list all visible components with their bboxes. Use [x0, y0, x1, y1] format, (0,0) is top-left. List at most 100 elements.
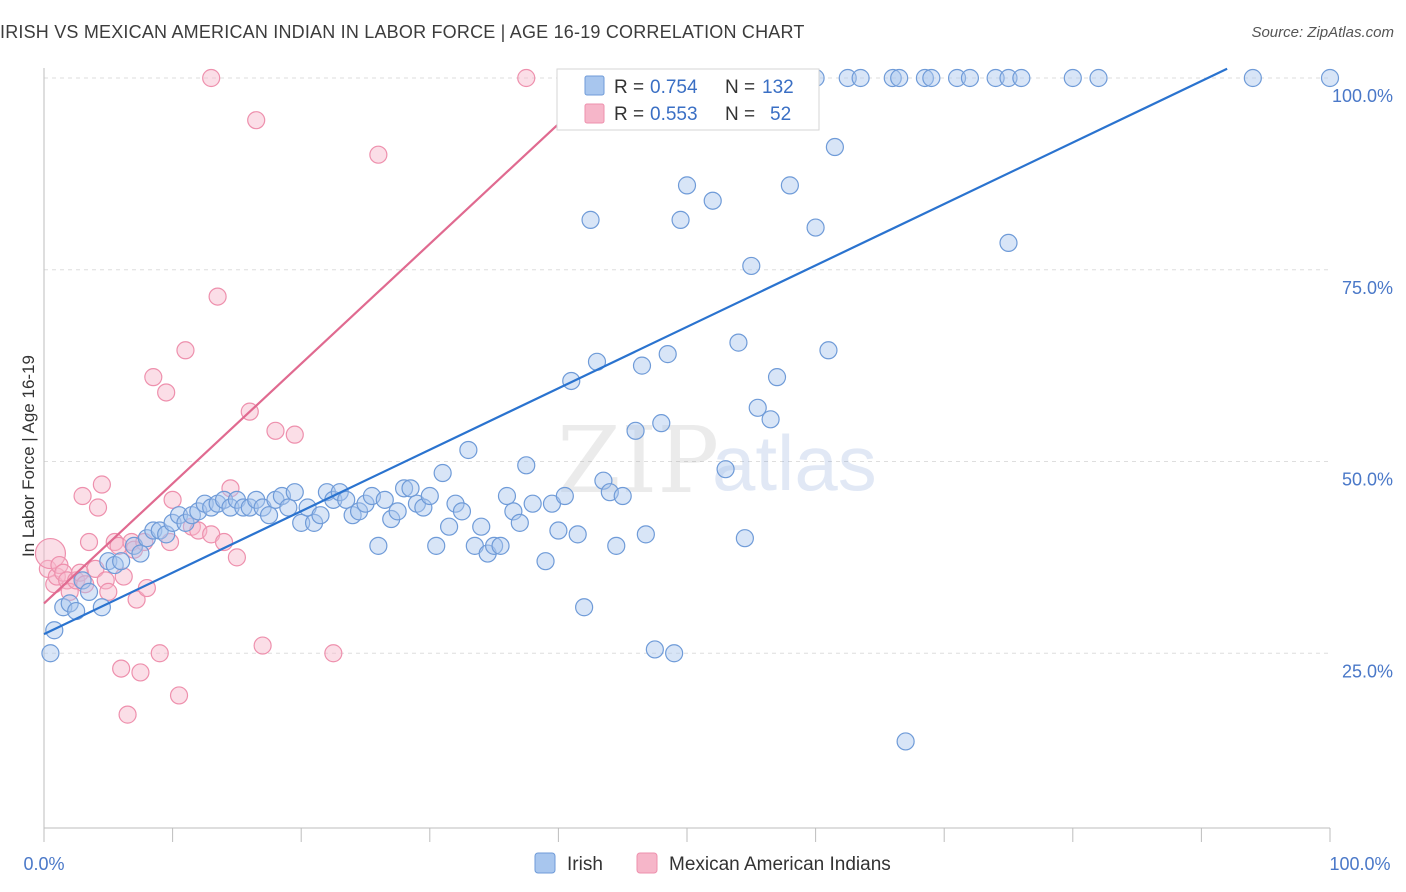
- irish-point: [485, 536, 504, 555]
- y-tick-label-75: 75.0%: [1342, 278, 1393, 298]
- irish-point: [433, 463, 452, 483]
- irish-point: [742, 256, 761, 276]
- irish-point: [472, 517, 491, 536]
- irish-point: [369, 536, 388, 555]
- irish-point: [677, 176, 697, 195]
- mex-point: [285, 425, 304, 444]
- legend-r-label-irish: R =: [614, 77, 644, 98]
- mex-point: [79, 532, 99, 552]
- irish-point: [388, 502, 407, 521]
- irish-point: [112, 552, 131, 571]
- bottom-legend-label-mexican: Mexican American Indians: [669, 854, 891, 875]
- irish-point: [504, 502, 523, 521]
- watermark-zip: ZIP: [557, 407, 719, 514]
- irish-point: [549, 521, 568, 540]
- irish-point: [1063, 68, 1082, 88]
- legend: R = 0.754 N = 132 R = 0.553 N = 52: [556, 68, 820, 131]
- irish-point: [780, 176, 799, 195]
- y-tick-labels: 25.0% 50.0% 75.0% 100.0%: [1332, 86, 1393, 681]
- mex-point: [517, 68, 536, 88]
- irish-point: [581, 210, 600, 229]
- irish-point: [1089, 68, 1108, 88]
- irish-point: [375, 490, 394, 509]
- mex-point: [169, 686, 189, 705]
- mex-point: [253, 636, 272, 655]
- irish-point: [819, 341, 838, 360]
- watermark: ZIP atlas: [557, 407, 877, 514]
- irish-point: [767, 368, 787, 387]
- bottom-legend-swatch-irish: [534, 852, 556, 874]
- mex-point: [369, 145, 388, 164]
- legend-n-label-mexican: N =: [725, 104, 755, 125]
- irish-point: [729, 333, 748, 352]
- legend-swatch-mexican: [584, 103, 605, 124]
- legend-n-value-mexican: 52: [770, 104, 791, 125]
- irish-point: [716, 460, 735, 479]
- irish-point: [665, 644, 684, 663]
- mex-point: [92, 475, 111, 494]
- irish-point: [806, 218, 825, 237]
- irish-point: [1320, 68, 1340, 88]
- irish-point: [292, 513, 311, 532]
- mex-point: [227, 548, 246, 567]
- x-ticks: [43, 828, 1331, 842]
- irish-point: [337, 490, 356, 509]
- irish-point: [517, 456, 536, 475]
- irish-point: [915, 68, 935, 88]
- irish-point: [613, 486, 632, 506]
- irish-point: [960, 68, 980, 88]
- irish-point: [279, 498, 298, 517]
- mex-point: [96, 571, 115, 590]
- irish-point: [703, 191, 722, 210]
- legend-r-value-irish: 0.754: [650, 77, 698, 98]
- irish-point: [427, 536, 446, 555]
- irish-point: [575, 598, 594, 617]
- y-tick-label-100: 100.0%: [1332, 86, 1393, 106]
- irish-point: [825, 137, 844, 157]
- source-label: Source: ZipAtlas.com: [1251, 24, 1394, 41]
- irish-point: [497, 486, 517, 506]
- irish-point: [922, 68, 941, 88]
- mex-point: [150, 644, 169, 663]
- irish-point: [607, 536, 626, 555]
- irish-point: [510, 513, 529, 532]
- mex-point: [163, 490, 182, 509]
- x-tick-label-min: 0.0%: [23, 854, 64, 874]
- irish-point: [41, 644, 60, 663]
- irish-point: [658, 345, 677, 364]
- mex-point: [144, 368, 163, 387]
- irish-point: [452, 502, 472, 521]
- mex-point: [247, 111, 266, 130]
- irish-point: [523, 494, 542, 513]
- irish-point: [883, 68, 902, 88]
- mex-point: [99, 582, 118, 601]
- legend-n-value-irish: 132: [762, 77, 794, 98]
- watermark-atlas: atlas: [712, 419, 877, 507]
- irish-point: [636, 525, 655, 544]
- irish-point: [394, 479, 414, 498]
- irish-point: [671, 210, 690, 229]
- irish-point: [1243, 68, 1262, 88]
- irish-point: [401, 479, 420, 498]
- trend-line-irish: [43, 67, 1228, 636]
- irish-point: [73, 571, 92, 590]
- irish-point: [632, 356, 652, 375]
- mex-point: [176, 341, 195, 360]
- irish-point: [1012, 68, 1031, 88]
- y-tick-label-50: 50.0%: [1342, 470, 1393, 490]
- mex-point: [324, 644, 343, 663]
- irish-point: [896, 732, 915, 751]
- irish-point: [414, 498, 433, 517]
- chart-title: IRISH VS MEXICAN AMERICAN INDIAN IN LABO…: [0, 22, 805, 42]
- irish-point: [999, 68, 1018, 88]
- irish-point: [131, 544, 150, 563]
- y-axis-title: In Labor Force | Age 16-19: [19, 355, 38, 557]
- bottom-legend-label-irish: Irish: [567, 854, 603, 875]
- irish-point: [761, 410, 780, 429]
- irish-point: [851, 68, 870, 88]
- legend-r-value-mexican: 0.553: [650, 104, 698, 125]
- irish-point: [594, 471, 613, 490]
- grid-lines: [44, 77, 1330, 654]
- mex-point: [157, 383, 176, 402]
- mex-point: [266, 421, 285, 440]
